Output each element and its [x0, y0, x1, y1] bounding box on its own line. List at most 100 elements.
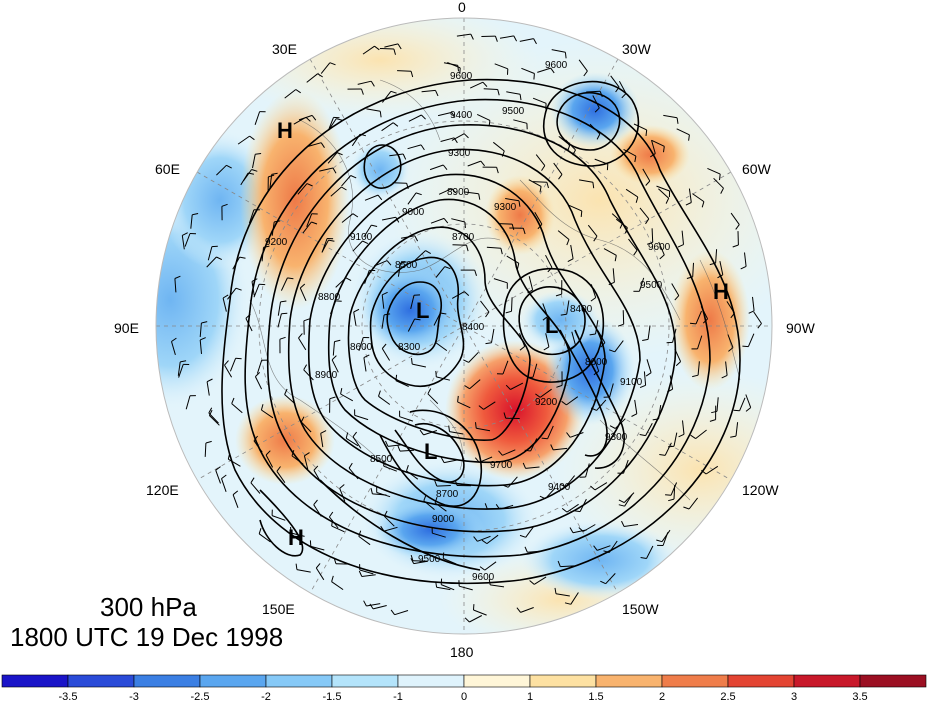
colorbar-tick-label: -1.5 — [323, 691, 342, 702]
wind-barb — [449, 431, 464, 435]
wind-barb-feather — [633, 249, 638, 256]
wind-barb — [315, 567, 325, 581]
wind-barb-feather — [231, 397, 235, 404]
wind-barb — [240, 172, 249, 186]
wind-barb — [306, 73, 319, 83]
wind-barb — [519, 38, 534, 42]
wind-barb — [605, 573, 616, 585]
wind-barb — [414, 250, 426, 261]
wind-barb — [328, 118, 337, 131]
wind-barb-feather — [276, 466, 281, 472]
wind-barb — [707, 167, 721, 175]
wind-barb-feather — [265, 450, 271, 456]
wind-barb-feather — [665, 197, 670, 204]
wind-barb-feather — [313, 465, 319, 471]
wind-barb-feather — [402, 153, 407, 160]
wind-barb-feather — [709, 419, 716, 422]
wind-barb-feather — [561, 508, 568, 513]
wind-barb — [231, 403, 243, 414]
wind-barb — [452, 244, 467, 246]
wind-barb-feather — [381, 343, 387, 349]
wind-barb-feather — [600, 580, 606, 585]
wind-barb-feather — [464, 221, 466, 229]
wind-barb — [310, 545, 325, 551]
wind-barb-feather — [569, 527, 574, 533]
wind-barb — [532, 181, 547, 183]
wind-barb-feather — [516, 607, 521, 613]
wind-barb — [506, 91, 521, 95]
wind-barb-feather — [291, 450, 295, 457]
wind-barb-feather — [590, 485, 596, 491]
wind-barb — [499, 35, 514, 39]
wind-barb — [467, 160, 481, 167]
lon-label-120e: 120E — [146, 482, 179, 498]
lon-label-150w: 150W — [622, 601, 659, 617]
wind-barb — [681, 230, 684, 245]
wind-barb — [457, 401, 471, 409]
wind-barb — [352, 436, 362, 449]
wind-barb-feather — [250, 477, 255, 484]
wind-barb — [361, 574, 376, 577]
wind-barb — [662, 532, 669, 546]
wind-barb-feather — [298, 333, 303, 339]
wind-barb — [594, 482, 608, 491]
wind-barb — [537, 67, 551, 73]
wind-barb — [645, 423, 653, 436]
wind-barb-feather — [615, 86, 620, 93]
wind-barb-feather — [221, 474, 227, 480]
wind-barb — [633, 123, 647, 131]
wind-barb-feather — [448, 425, 450, 432]
wind-barb — [177, 361, 181, 376]
wind-barb-feather — [317, 73, 323, 78]
wind-barb — [688, 188, 692, 203]
wind-barb — [358, 535, 371, 546]
high-center-label: H — [713, 279, 729, 304]
wind-barb-feather — [414, 318, 421, 321]
wind-barb — [421, 89, 436, 93]
lon-label-90e: 90E — [114, 320, 139, 336]
wind-barb — [271, 515, 286, 521]
wind-barb — [692, 262, 694, 277]
wind-barb — [692, 193, 705, 203]
wind-barb — [199, 322, 202, 337]
wind-barb-feather — [511, 223, 515, 231]
wind-barb — [610, 75, 620, 88]
contour-label: 8300 — [398, 342, 421, 353]
wind-barb — [595, 320, 599, 335]
wind-barb-feather — [560, 484, 567, 487]
wind-barb — [327, 152, 338, 164]
wind-barb — [570, 592, 579, 605]
wind-barb — [614, 418, 626, 429]
wind-barb — [578, 59, 588, 72]
wind-barb — [566, 396, 579, 406]
low-center-label: L — [424, 439, 437, 464]
wind-barb-feather — [247, 172, 255, 175]
wind-barb-feather — [503, 412, 507, 419]
wind-barb — [329, 516, 339, 529]
wind-barb — [502, 360, 509, 375]
wind-barb-feather — [478, 405, 484, 410]
wind-barb — [716, 397, 719, 412]
wind-barb-feather — [617, 323, 624, 327]
wind-barb — [254, 111, 261, 125]
wind-barb-feather — [320, 430, 327, 434]
wind-barb — [358, 337, 364, 352]
wind-barb — [672, 328, 677, 343]
wind-barb — [199, 339, 202, 354]
wind-barb-feather — [555, 293, 562, 297]
wind-barb — [658, 405, 662, 419]
lon-label-150e: 150E — [262, 601, 295, 617]
wind-barb-feather — [527, 289, 533, 294]
wind-barb — [353, 311, 357, 326]
wind-barb — [321, 238, 328, 252]
wind-barb — [383, 465, 397, 472]
wind-barb-feather — [350, 175, 357, 179]
wind-barb — [319, 167, 334, 172]
wind-barb — [520, 607, 534, 613]
wind-barb — [359, 569, 374, 575]
wind-barb — [206, 381, 210, 396]
wind-barb-feather — [745, 407, 752, 412]
wind-barb-feather — [645, 129, 648, 136]
wind-barb-feather — [550, 444, 554, 451]
wind-barb-feather — [719, 174, 721, 181]
